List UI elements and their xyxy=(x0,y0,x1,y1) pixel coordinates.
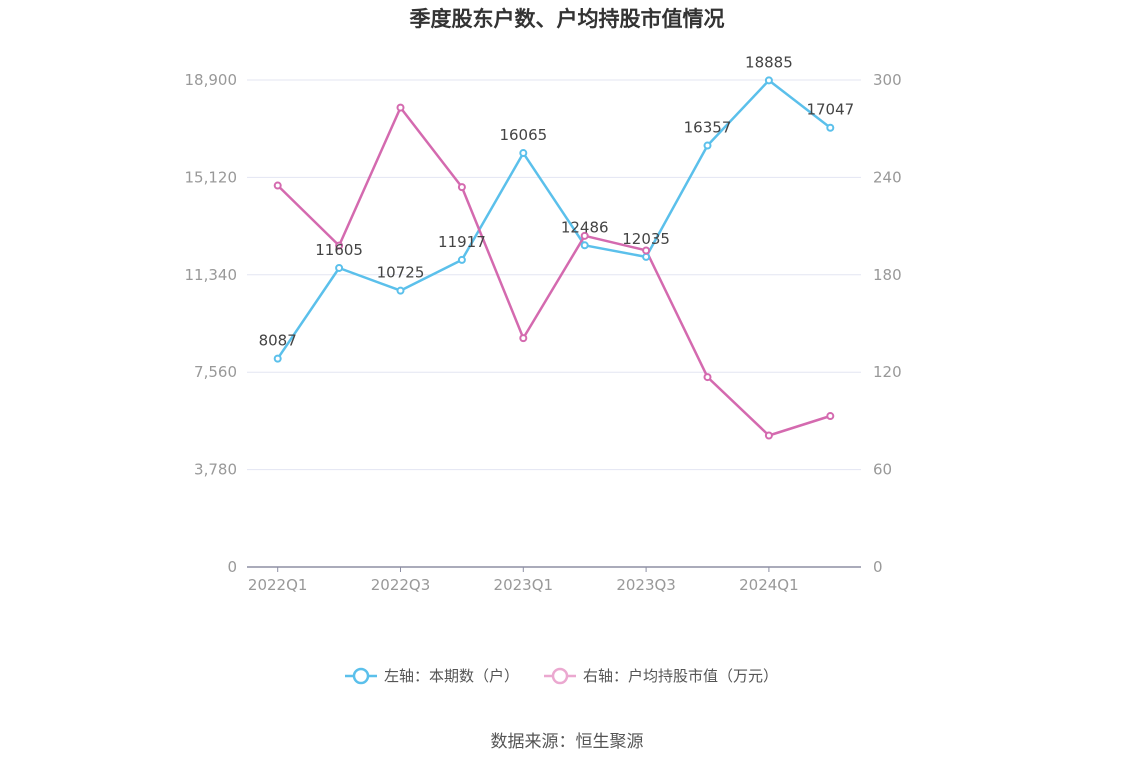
series-0-point xyxy=(396,286,405,295)
data-label: 10725 xyxy=(377,264,425,282)
series-1-point xyxy=(764,431,773,440)
legend-label-0: 左轴：本期数（户） xyxy=(384,667,519,685)
legend[interactable]: 左轴：本期数（户） 右轴：户均持股市值（万元） xyxy=(345,667,778,685)
data-label: 16065 xyxy=(499,126,547,144)
data-label: 8087 xyxy=(259,332,297,350)
axes: 0 0 3,780 60 7,560 120 11,340 180 15,120 240 18,90… xyxy=(185,71,902,594)
y-right-tick-label: 60 xyxy=(873,461,892,479)
data-label: 18885 xyxy=(745,53,793,71)
series-1-point xyxy=(703,373,712,382)
series-0-point xyxy=(519,149,528,158)
data-label: 11917 xyxy=(438,233,486,251)
y-left-tick-label: 7,560 xyxy=(194,363,237,381)
series-1-point xyxy=(457,183,466,192)
series-0-point xyxy=(457,255,466,264)
y-left-tick-label: 11,340 xyxy=(185,266,238,284)
series-0-point xyxy=(580,241,589,250)
y-right-tick-label: 0 xyxy=(873,558,883,576)
chart-title: 季度股东户数、户均持股市值情况 xyxy=(410,7,725,31)
series-0-point xyxy=(703,141,712,150)
series-1-point xyxy=(580,231,589,240)
x-tick-label: 2022Q3 xyxy=(371,576,431,594)
y-left-tick-label: 18,900 xyxy=(185,71,238,89)
series-points xyxy=(273,76,835,440)
source-note: 数据来源：恒生聚源 xyxy=(491,732,644,752)
y-left-tick-label: 15,120 xyxy=(185,168,238,186)
series-0-point xyxy=(642,252,651,261)
y-left-tick-label: 0 xyxy=(227,558,237,576)
x-tick-label: 2022Q1 xyxy=(248,576,308,594)
x-tick-label: 2024Q1 xyxy=(739,576,799,594)
y-right-tick-label: 240 xyxy=(873,168,902,186)
data-label: 17047 xyxy=(806,101,854,119)
y-right-tick-label: 120 xyxy=(873,363,902,381)
series-0-point xyxy=(335,263,344,272)
series-0-point xyxy=(764,76,773,85)
x-tick-label: 2023Q3 xyxy=(616,576,676,594)
y-right-tick-label: 180 xyxy=(873,266,902,284)
series-0-point xyxy=(826,123,835,132)
x-tick-label: 2023Q1 xyxy=(494,576,554,594)
data-label: 11605 xyxy=(315,241,363,259)
series-1-point xyxy=(826,412,835,421)
series-1-point xyxy=(396,103,405,112)
series-lines xyxy=(276,79,832,437)
series-line-0 xyxy=(276,79,832,360)
series-line-1 xyxy=(276,106,831,437)
series-1-point xyxy=(273,181,282,190)
y-left-tick-label: 3,780 xyxy=(194,461,237,479)
legend-marker-0 xyxy=(352,667,370,685)
series-0-point xyxy=(273,354,282,363)
data-label: 12486 xyxy=(561,218,609,236)
series-1-point xyxy=(519,334,528,343)
legend-marker-1 xyxy=(551,667,569,685)
series-1-point xyxy=(335,241,344,250)
data-labels: 8087 11605 10725 11917 16065 12486 12035 16357 1… xyxy=(259,53,855,349)
data-label: 12035 xyxy=(622,230,670,248)
series-1-point xyxy=(642,246,651,255)
grid-lines xyxy=(247,79,861,471)
y-right-tick-label: 300 xyxy=(873,71,902,89)
data-label: 16357 xyxy=(684,119,732,137)
legend-label-1: 右轴：户均持股市值（万元） xyxy=(583,667,778,685)
